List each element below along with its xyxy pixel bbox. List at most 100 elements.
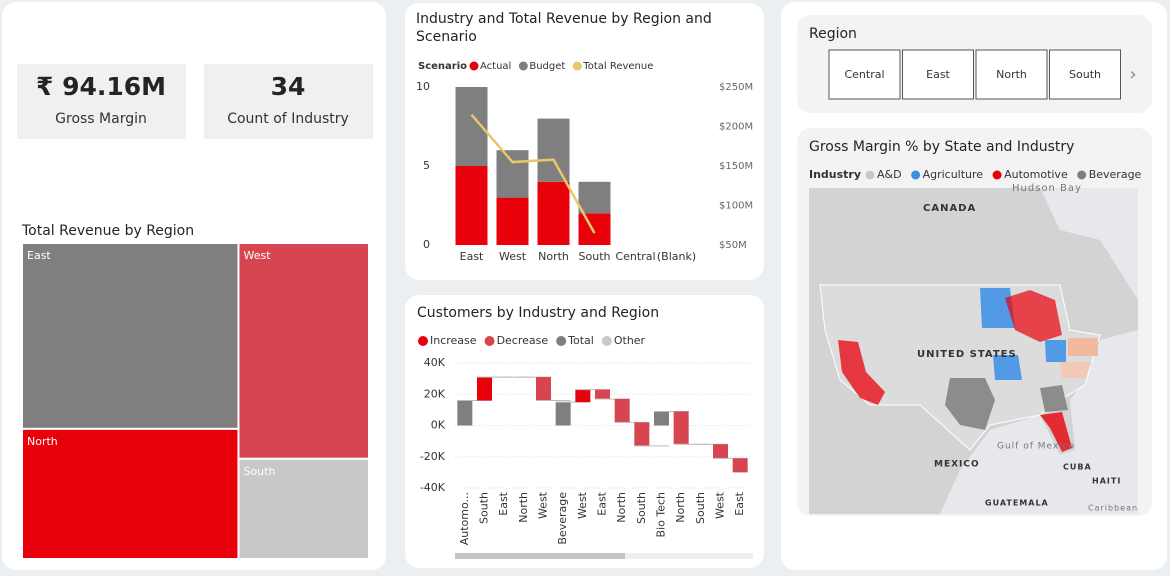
legend-dot [469, 61, 479, 71]
y-tick-label: 0K [431, 419, 446, 432]
map-label: CANADA [923, 203, 976, 214]
y2-tick-label: $100M [719, 201, 753, 212]
title-box: Industry and Total Revenue by Region and… [416, 11, 712, 45]
legend-label: Automotive [1004, 168, 1068, 181]
x-tick-label: (Blank) [657, 250, 696, 263]
legend-label: Total [567, 334, 594, 347]
map-label: Caribbean [1088, 504, 1138, 513]
x-tick-label: East [460, 250, 484, 263]
x-tick-label: Central [615, 250, 655, 263]
x-tick-label: Bio Tech [655, 492, 668, 537]
legend-dot [484, 336, 495, 346]
map-label: CUBA [1063, 463, 1092, 472]
bar [578, 213, 611, 245]
legend-dot [865, 170, 875, 180]
treemap-label: South [243, 465, 275, 478]
card [17, 64, 186, 139]
waterfall-bar [457, 400, 473, 426]
waterfall-bar [673, 411, 689, 445]
legend-label: Budget [529, 61, 565, 72]
slicer-item-label: East [926, 68, 950, 81]
waterfall-bar [732, 458, 748, 473]
x-tick-label: Automo... [458, 492, 471, 545]
state [945, 378, 995, 430]
slicer-item[interactable] [902, 49, 974, 100]
treemap-label: West [243, 249, 271, 262]
x-tick-label: Beverage [556, 492, 569, 545]
bar [537, 181, 570, 245]
y-tick-label: 20K [424, 387, 446, 400]
map-legend-title: Industry [809, 168, 861, 181]
waterfall-bar [654, 411, 669, 426]
x-tick-label: North [517, 492, 530, 523]
legend-dot [911, 170, 921, 180]
x-tick-label: East [733, 491, 746, 515]
waterfall-bar [634, 422, 650, 446]
state [1040, 412, 1072, 452]
legend-label: Total Revenue [582, 61, 653, 72]
y2-tick-label: $50M [719, 240, 747, 251]
x-tick-label: West [537, 491, 550, 519]
bar [537, 118, 570, 182]
legend-label: A&D [877, 168, 902, 181]
state [1068, 338, 1098, 356]
legend-label: Agriculture [923, 168, 984, 181]
state [1040, 385, 1068, 412]
card [204, 64, 373, 139]
chart-title: Customers by Industry and Region [417, 305, 659, 321]
treemap-cell [237, 457, 370, 560]
slicer-item[interactable] [975, 49, 1048, 100]
x-tick-label: North [674, 492, 687, 523]
line [470, 113, 596, 234]
waterfall-bar [575, 389, 591, 403]
map-label: Gulf of Mexico [997, 442, 1075, 452]
y-tick-label: 5 [423, 159, 430, 172]
x-tick-label: East [497, 491, 510, 515]
treemap-label: East [27, 249, 51, 262]
card-value: ₹ 94.16M [36, 72, 166, 101]
waterfall-bar [595, 389, 610, 399]
x-tick-label: North [538, 250, 569, 263]
chart-title: Total Revenue by Region [21, 223, 194, 239]
y-tick-label: -40K [420, 481, 446, 494]
y-tick-label: 40K [424, 356, 446, 369]
state [838, 340, 885, 405]
bar [496, 150, 529, 198]
legend-dot [572, 61, 582, 71]
legend-label: Decrease [497, 334, 549, 347]
map [809, 188, 1138, 514]
x-tick-label: West [499, 250, 527, 263]
y-tick-label: -20K [420, 450, 446, 463]
slicer-item-label: South [1069, 68, 1101, 81]
x-tick-label: South [478, 492, 491, 524]
state [1045, 340, 1066, 362]
card-label: Count of Industry [227, 111, 349, 127]
slicer-item[interactable] [1049, 49, 1121, 100]
legend-label: Actual [480, 61, 511, 72]
card-value: 34 [271, 72, 306, 101]
scrollbar-thumb[interactable] [455, 553, 625, 559]
legend-label: Increase [430, 334, 477, 347]
x-tick-label: North [615, 492, 628, 523]
y-tick-label: 0 [423, 238, 430, 251]
map-label: HAITI [1092, 477, 1121, 486]
state [1005, 290, 1062, 342]
panel [405, 3, 764, 280]
map-title: Gross Margin % by State and Industry [809, 139, 1074, 155]
map-label: GUATEMALA [985, 499, 1049, 508]
legend-dot [418, 336, 428, 346]
treemap-cell [21, 427, 240, 560]
legend-label: Beverage [1089, 168, 1142, 181]
y-tick-label: 10 [416, 80, 430, 93]
y2-tick-label: $150M [719, 161, 753, 172]
slicer-item-label: North [996, 68, 1027, 81]
legend-dot [992, 170, 1002, 180]
waterfall-bar [477, 377, 492, 401]
scroll-arrow[interactable]: › [1129, 64, 1136, 85]
waterfall-bar [555, 402, 571, 426]
legend-dot [518, 61, 528, 71]
x-tick-label: West [714, 491, 727, 519]
slicer-item[interactable] [828, 49, 901, 100]
waterfall-bar [614, 398, 630, 423]
